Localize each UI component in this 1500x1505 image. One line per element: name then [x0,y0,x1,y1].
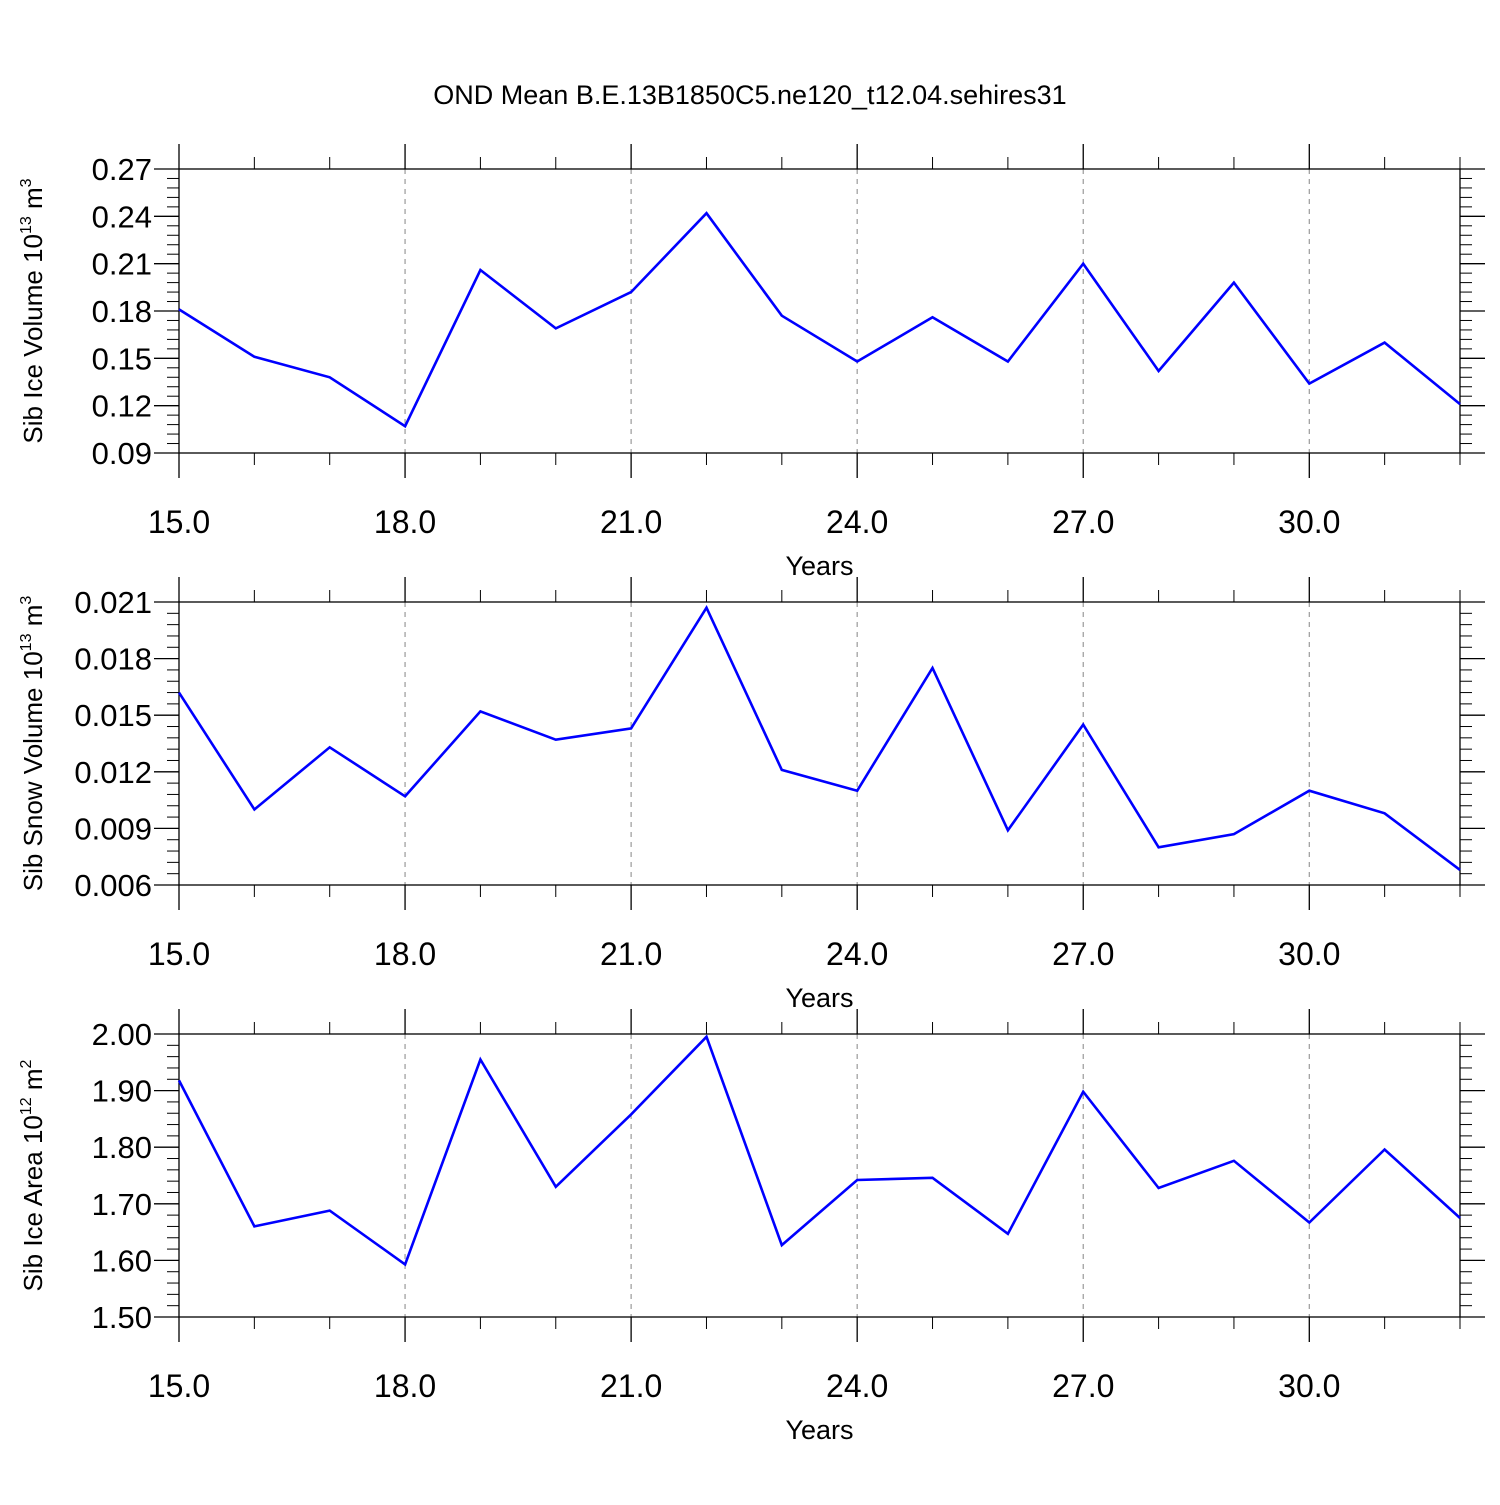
y-tick-label: 0.009 [74,811,152,846]
y-tick-label: 0.27 [92,152,152,187]
x-tick-label: 27.0 [1052,504,1114,540]
x-tick-label: 30.0 [1278,936,1340,972]
x-tick-label: 21.0 [600,936,662,972]
plot-frame [179,1034,1460,1317]
x-tick-label: 18.0 [374,936,436,972]
y-tick-label: 2.00 [92,1017,152,1052]
x-axis-label: Years [785,1415,853,1445]
x-tick-label: 15.0 [148,1368,210,1404]
y-tick-label: 1.90 [92,1074,152,1109]
chart-title: OND Mean B.E.13B1850C5.ne120_t12.04.sehi… [0,80,1500,111]
y-tick-label: 0.21 [92,247,152,282]
x-tick-label: 30.0 [1278,1368,1340,1404]
y-tick-label: 1.80 [92,1130,152,1165]
y-tick-label: 0.12 [92,389,152,424]
series-line [179,213,1460,426]
x-tick-label: 21.0 [600,1368,662,1404]
x-axis-label: Years [785,983,853,1013]
y-axis-label: Sib Ice Area 1012 m2 [18,1059,48,1291]
x-tick-label: 30.0 [1278,504,1340,540]
x-tick-label: 27.0 [1052,1368,1114,1404]
y-axis-label: Sib Ice Volume 1013 m3 [18,178,48,443]
panel-3: 15.0 18.0 21.0 24.0 27.0 30.0 1.50 1.60 1.70 1.80… [18,1009,1485,1445]
y-tick-label: 1.70 [92,1187,152,1222]
y-tick-label: 0.012 [74,755,152,790]
x-tick-label: 24.0 [826,1368,888,1404]
x-tick-label: 15.0 [148,936,210,972]
x-tick-label: 24.0 [826,936,888,972]
x-tick-label: 15.0 [148,504,210,540]
y-tick-label: 1.60 [92,1243,152,1278]
x-tick-label: 18.0 [374,1368,436,1404]
x-tick-label: 27.0 [1052,936,1114,972]
series-line [179,1037,1460,1265]
x-tick-label: 18.0 [374,504,436,540]
panel-2: 15.0 18.0 21.0 24.0 27.0 30.0 0.006 0.009 0.012 0… [18,577,1485,1013]
plot-frame [179,169,1460,453]
series-line [179,608,1460,870]
y-tick-label: 0.09 [92,436,152,471]
y-tick-label: 0.021 [74,585,152,620]
plot-frame [179,602,1460,885]
y-tick-label: 0.15 [92,341,152,376]
x-axis-label: Years [785,551,853,581]
panel-1: 15.0 18.0 21.0 24.0 27.0 30.0 0.09 0.12 0.15 0.18… [18,144,1485,581]
y-tick-label: 0.006 [74,868,152,903]
x-tick-label: 24.0 [826,504,888,540]
y-tick-label: 0.018 [74,642,152,677]
y-tick-label: 0.24 [92,199,152,234]
y-tick-label: 0.015 [74,698,152,733]
y-tick-label: 0.18 [92,294,152,329]
y-tick-label: 1.50 [92,1300,152,1335]
x-tick-label: 21.0 [600,504,662,540]
y-axis-label: Sib Snow Volume 1013 m3 [18,596,48,892]
